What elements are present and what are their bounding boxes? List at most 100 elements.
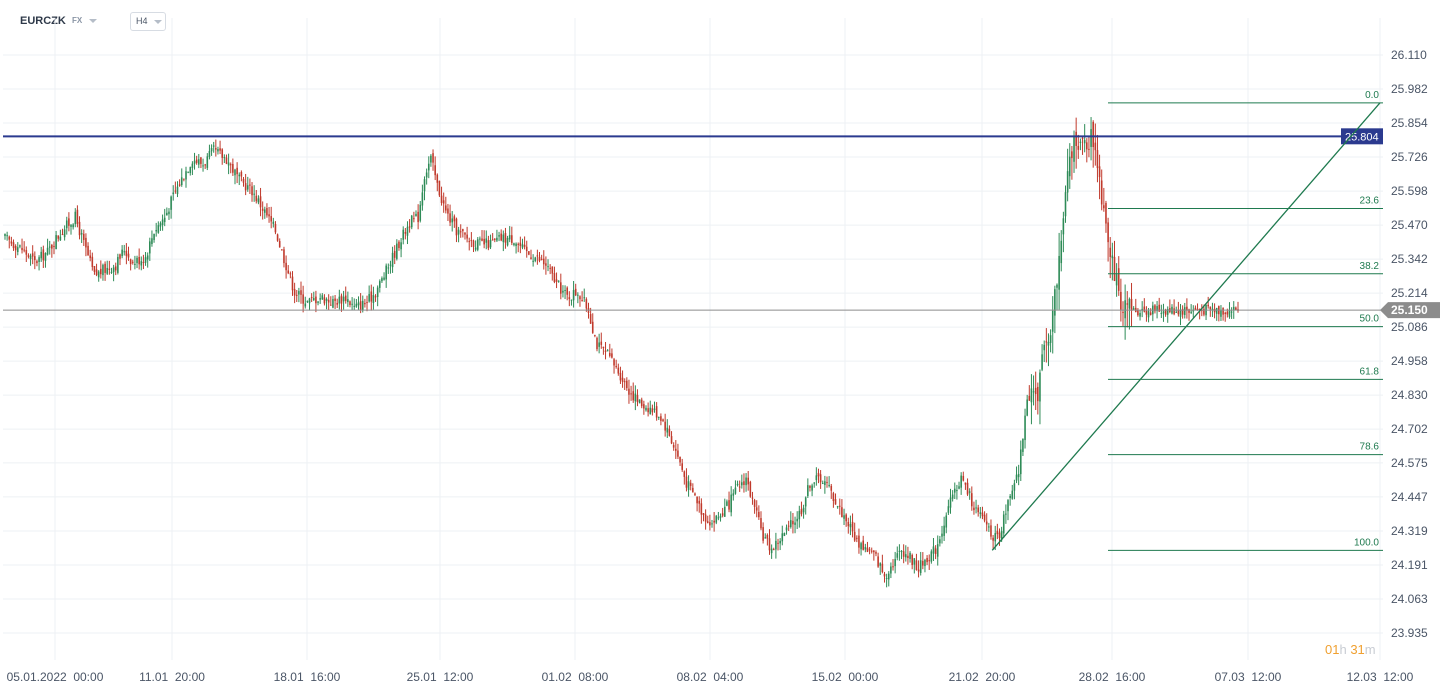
candle-body — [1124, 300, 1126, 319]
candle-body — [19, 245, 21, 247]
candle — [129, 258, 132, 271]
candle — [981, 506, 984, 520]
symbol-name[interactable]: EURCZK — [20, 15, 66, 27]
candle — [1224, 311, 1227, 322]
candle-body — [385, 265, 387, 280]
time-axis[interactable]: 05.01.2022 00:00 11.01 20:00 18.01 16:00 25… — [7, 670, 1414, 684]
candle — [881, 554, 884, 574]
candle-body — [787, 525, 790, 527]
candle — [764, 533, 767, 539]
candle-body — [114, 266, 117, 271]
timeframe-selector[interactable]: H4 — [130, 12, 166, 31]
candle — [1107, 217, 1109, 262]
candle — [1220, 305, 1222, 322]
candle-body — [204, 164, 206, 166]
candle — [142, 254, 145, 270]
candle-body — [621, 377, 624, 382]
candle — [487, 235, 490, 251]
candle-body — [717, 517, 720, 519]
candle — [849, 515, 852, 536]
candle-body — [1196, 308, 1199, 310]
candle-body — [1190, 311, 1192, 313]
candle — [643, 400, 645, 415]
candle-body — [312, 298, 315, 301]
candle — [1213, 303, 1216, 319]
candle — [347, 291, 349, 307]
candle-body — [332, 299, 334, 308]
candle — [936, 535, 939, 566]
candle-body — [968, 491, 971, 493]
candle-body — [1054, 289, 1056, 316]
candle — [323, 294, 326, 306]
candle-body — [702, 513, 705, 516]
candle-body — [31, 253, 34, 257]
candle — [551, 266, 554, 281]
candle — [1218, 305, 1220, 322]
candle-body — [479, 238, 481, 240]
candle — [966, 478, 969, 496]
candle-body — [36, 261, 38, 264]
candle-body — [719, 515, 722, 518]
candle-body — [474, 247, 477, 250]
candle-body — [1235, 307, 1237, 311]
candle — [809, 484, 811, 492]
candle — [44, 252, 47, 268]
candle-body — [1162, 311, 1165, 314]
price-tick-label: 26.110 — [1391, 48, 1427, 62]
candle-body — [577, 294, 579, 296]
candle-body — [217, 149, 219, 152]
price-tick-label: 24.830 — [1391, 388, 1428, 402]
candle — [606, 349, 609, 352]
candle — [1024, 408, 1026, 449]
candle-body — [611, 353, 613, 358]
candle-body — [824, 481, 826, 486]
candle — [468, 237, 471, 251]
candle — [6, 231, 8, 241]
price-tick-label: 25.086 — [1391, 320, 1428, 334]
candle — [828, 476, 830, 488]
candle-body — [866, 547, 869, 552]
candle — [1094, 123, 1097, 166]
candle — [187, 171, 189, 174]
candle-body — [851, 521, 854, 532]
candle — [702, 513, 705, 522]
candle — [904, 545, 907, 562]
candle-body — [525, 246, 528, 252]
candle — [945, 512, 948, 534]
candle — [506, 235, 509, 247]
candle — [555, 272, 558, 289]
candle-body — [410, 215, 413, 228]
candle-body — [138, 256, 140, 265]
candle-body — [421, 192, 424, 206]
candle — [1190, 304, 1192, 315]
candle-body — [125, 250, 128, 256]
candle — [734, 480, 737, 495]
candle-body — [660, 416, 662, 421]
candle-body — [894, 558, 896, 567]
price-axis[interactable]: 26.110 25.982 25.854 25.726 25.598 25.470 25.3… — [1391, 48, 1428, 640]
candle-body — [826, 482, 828, 484]
candle — [947, 499, 950, 515]
symbol-dropdown-icon[interactable] — [89, 19, 97, 23]
candle — [611, 348, 613, 359]
candle — [572, 280, 575, 308]
time-tick-label: 07.03 12:00 — [1215, 670, 1282, 684]
candle-body — [40, 251, 43, 259]
candle — [240, 170, 243, 182]
candle-body — [57, 235, 60, 239]
candle — [683, 470, 686, 485]
candle-body — [858, 535, 860, 548]
candle — [574, 283, 577, 297]
candle-body — [557, 280, 560, 282]
candle — [236, 162, 238, 184]
candle — [668, 425, 671, 437]
candle — [31, 245, 34, 265]
candle — [421, 184, 424, 211]
candle — [391, 246, 394, 273]
candle-body — [924, 559, 926, 567]
candle — [532, 254, 534, 267]
candle — [1183, 302, 1186, 319]
candle — [455, 217, 458, 243]
candle — [721, 507, 724, 518]
